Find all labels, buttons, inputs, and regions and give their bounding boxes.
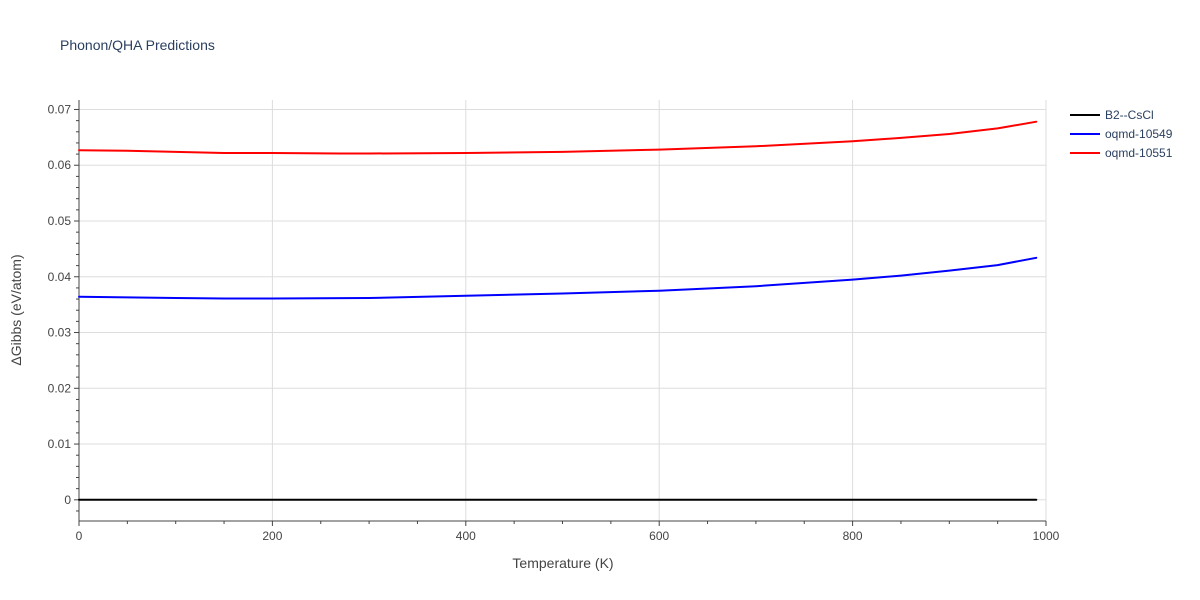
legend-item-2[interactable]: oqmd-10549	[1070, 127, 1173, 141]
series-group	[78, 120, 1038, 501]
axes: 0 200 400 600 800 1000 0 0.01 0.02 0.03 0.04 0.05 0.…	[48, 100, 1060, 543]
y-tick-label: 0	[64, 493, 71, 507]
x-tick-label: 0	[76, 529, 83, 543]
legend[interactable]: B2--CsCl oqmd-10549 oqmd-10551	[1070, 108, 1173, 160]
x-tick-label: 600	[649, 529, 669, 543]
x-axis-title: Temperature (K)	[512, 555, 613, 571]
y-tick-label: 0.07	[48, 102, 72, 116]
y-tick-label: 0.06	[48, 158, 72, 172]
y-tick-label: 0.05	[48, 214, 72, 228]
series-line-2	[78, 256, 1038, 300]
legend-label: B2--CsCl	[1105, 108, 1154, 122]
legend-label: oqmd-10549	[1105, 127, 1173, 141]
y-tick-label: 0.03	[48, 326, 72, 340]
x-tick-label: 800	[843, 529, 863, 543]
grid	[79, 100, 1047, 521]
y-tick-label: 0.04	[48, 270, 72, 284]
x-tick-label: 1000	[1033, 529, 1060, 543]
y-tick-label: 0.02	[48, 381, 72, 395]
x-tick-label: 400	[456, 529, 476, 543]
y-tick-label: 0.01	[48, 437, 72, 451]
legend-label: oqmd-10551	[1105, 146, 1173, 160]
chart-title: Phonon/QHA Predictions	[60, 37, 215, 53]
legend-item-3[interactable]: oqmd-10551	[1070, 146, 1173, 160]
series-line-3	[78, 120, 1038, 155]
x-tick-label: 200	[262, 529, 282, 543]
y-axis-title: ΔGibbs (eV/atom)	[8, 254, 24, 365]
legend-item-1[interactable]: B2--CsCl	[1070, 108, 1154, 122]
